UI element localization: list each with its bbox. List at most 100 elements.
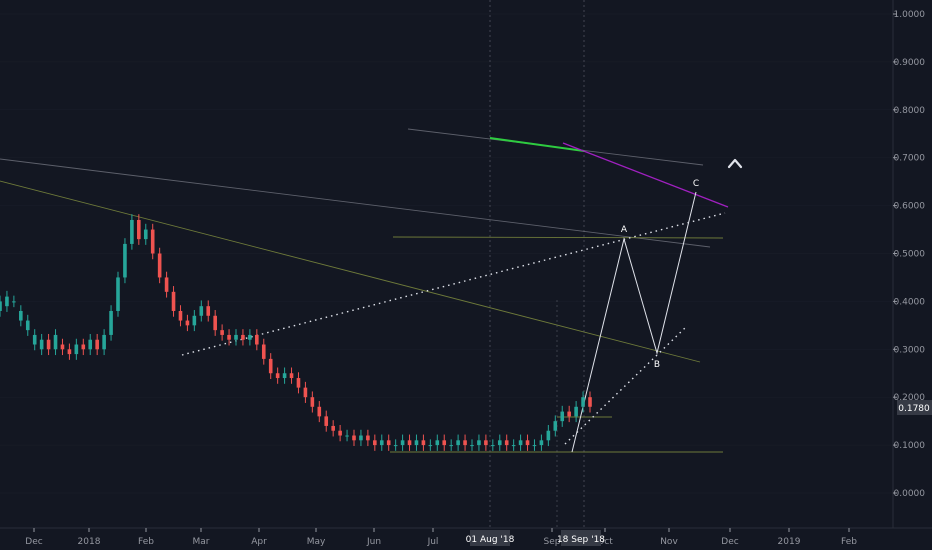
dotted-trend-line-b[interactable] — [564, 326, 687, 445]
candle-body[interactable] — [497, 440, 502, 446]
candle-body[interactable] — [88, 339, 93, 350]
dotted-trend-line-up[interactable] — [181, 212, 726, 356]
candle-body[interactable] — [324, 416, 329, 426]
candle-body[interactable] — [574, 406, 578, 417]
candle-body[interactable] — [12, 301, 16, 303]
candle-body[interactable] — [532, 445, 537, 447]
candle-body[interactable] — [248, 334, 252, 340]
candle-body[interactable] — [5, 296, 9, 307]
candle-body[interactable] — [352, 435, 356, 441]
candle-body[interactable] — [400, 440, 405, 446]
candle-body[interactable] — [81, 344, 86, 350]
candle-body[interactable] — [241, 334, 245, 340]
candle-body[interactable] — [303, 387, 308, 398]
candle-body[interactable] — [234, 334, 238, 340]
candle-body[interactable] — [19, 310, 23, 321]
drawing-layer[interactable] — [0, 128, 729, 453]
candle-body[interactable] — [359, 435, 363, 441]
candle-body[interactable] — [46, 339, 51, 350]
candle-body[interactable] — [338, 430, 342, 436]
candle-body[interactable] — [414, 440, 419, 446]
candle-body[interactable] — [553, 421, 558, 431]
candle-body[interactable] — [296, 378, 301, 388]
price-axis[interactable]: 1.0000 0.9000 0.8000 0.7000 0.6000 0.5000 0.40… — [893, 10, 925, 499]
candle-body[interactable] — [157, 253, 162, 278]
time-axis[interactable]: Dec 2018 Feb Mar Apr May Jun Jul Sep Oct Nov Dec 201… — [25, 528, 857, 547]
candle-body[interactable] — [331, 425, 335, 431]
candle-body[interactable] — [130, 219, 134, 244]
candle-body[interactable] — [539, 440, 544, 446]
candle-body[interactable] — [456, 440, 460, 446]
candle-body[interactable] — [442, 440, 447, 446]
chevron-up-icon[interactable] — [727, 158, 743, 169]
candle-body[interactable] — [25, 320, 30, 331]
candle-body[interactable] — [268, 358, 273, 374]
candle-body[interactable] — [192, 315, 197, 326]
candle-body[interactable] — [546, 430, 551, 441]
candle-body[interactable] — [116, 277, 120, 311]
candle-body[interactable] — [150, 229, 155, 254]
candle-body[interactable] — [199, 306, 204, 316]
candle-body[interactable] — [95, 339, 99, 350]
candle-body[interactable] — [588, 397, 592, 407]
candlestick-series[interactable] — [0, 214, 592, 451]
candle-body[interactable] — [39, 339, 44, 350]
candle-body[interactable] — [393, 445, 398, 447]
candle-body[interactable] — [109, 310, 113, 335]
candle-body[interactable] — [386, 440, 391, 446]
candle-body[interactable] — [275, 373, 280, 379]
candle-body[interactable] — [143, 229, 148, 240]
candle-body[interactable] — [53, 334, 58, 350]
candle-body[interactable] — [32, 334, 37, 345]
candle-body[interactable] — [428, 445, 433, 447]
candle-body[interactable] — [518, 440, 523, 446]
candle-body[interactable] — [164, 277, 169, 292]
candle-body[interactable] — [345, 435, 349, 437]
candle-body[interactable] — [470, 445, 474, 447]
candle-body[interactable] — [289, 373, 294, 379]
candle-body[interactable] — [484, 440, 488, 446]
candle-body[interactable] — [60, 344, 65, 350]
candle-body[interactable] — [435, 440, 440, 446]
candle-body[interactable] — [261, 344, 266, 359]
candle-body[interactable] — [171, 291, 176, 311]
candle-body[interactable] — [178, 310, 183, 321]
candle-body[interactable] — [227, 334, 231, 340]
candle-body[interactable] — [255, 334, 259, 345]
candle-body[interactable] — [560, 411, 565, 422]
horizontal-line-a[interactable] — [392, 236, 724, 239]
candle-body[interactable] — [102, 334, 106, 350]
candle-body[interactable] — [366, 435, 370, 441]
candle-body[interactable] — [310, 397, 315, 407]
candle-body[interactable] — [206, 306, 211, 316]
candle-body[interactable] — [373, 440, 377, 446]
candle-body[interactable] — [213, 315, 217, 331]
candle-body[interactable] — [449, 445, 453, 447]
candle-body[interactable] — [67, 349, 72, 355]
candle-body[interactable] — [525, 440, 530, 446]
candle-body[interactable] — [317, 406, 322, 417]
abc-wave-path[interactable] — [571, 191, 697, 453]
candle-body[interactable] — [504, 440, 509, 446]
purple-trend-line[interactable] — [562, 142, 729, 208]
candle-body[interactable] — [123, 243, 127, 278]
candle-body[interactable] — [477, 440, 481, 446]
candle-body[interactable] — [491, 445, 495, 447]
candle-body[interactable] — [567, 411, 571, 417]
candle-body[interactable] — [220, 330, 224, 335]
candle-body[interactable] — [282, 373, 287, 379]
candle-body[interactable] — [137, 219, 141, 240]
candle-body[interactable] — [185, 320, 190, 326]
trend-line-upper[interactable] — [0, 158, 711, 248]
candle-body[interactable] — [511, 445, 516, 447]
candle-body[interactable] — [421, 440, 426, 446]
candle-body[interactable] — [0, 301, 2, 311]
candle-body[interactable] — [74, 344, 79, 355]
green-segment-line[interactable] — [489, 137, 585, 152]
candle-body[interactable] — [463, 440, 467, 446]
candle-body[interactable] — [379, 440, 384, 446]
candle-body[interactable] — [407, 440, 412, 446]
candle-body[interactable] — [581, 397, 585, 407]
trend-line-lower[interactable] — [0, 180, 701, 363]
